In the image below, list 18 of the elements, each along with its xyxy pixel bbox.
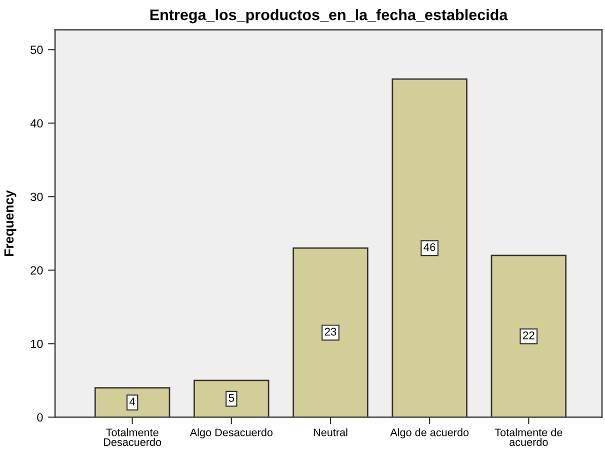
y-tick-label: 20 xyxy=(30,266,43,275)
y-tick-label: 40 xyxy=(30,119,43,128)
data-label: 46 xyxy=(424,243,436,252)
data-label: 5 xyxy=(228,394,234,402)
y-tick-label: 50 xyxy=(30,46,43,54)
data-label: 22 xyxy=(523,331,534,340)
data-label: 4 xyxy=(130,398,136,406)
y-tick-label: 0 xyxy=(37,413,43,422)
data-label: 23 xyxy=(324,328,336,336)
chart-title: Entrega_los_productos_en_la_fecha_establecida xyxy=(150,9,508,24)
y-tick-label: 30 xyxy=(30,192,43,202)
y-axis-title: Frequency xyxy=(4,190,16,256)
x-tick-label: Neutral xyxy=(314,428,348,436)
y-tick-label: 10 xyxy=(31,340,43,348)
x-tick-label: Totalmente Desacuerdo xyxy=(104,428,162,446)
x-tick-label: Algo de acuerdo xyxy=(390,428,469,438)
x-tick-label: Algo Desacuerdo xyxy=(190,428,273,438)
x-tick-label: Totalmente de acuerdo xyxy=(494,428,562,446)
